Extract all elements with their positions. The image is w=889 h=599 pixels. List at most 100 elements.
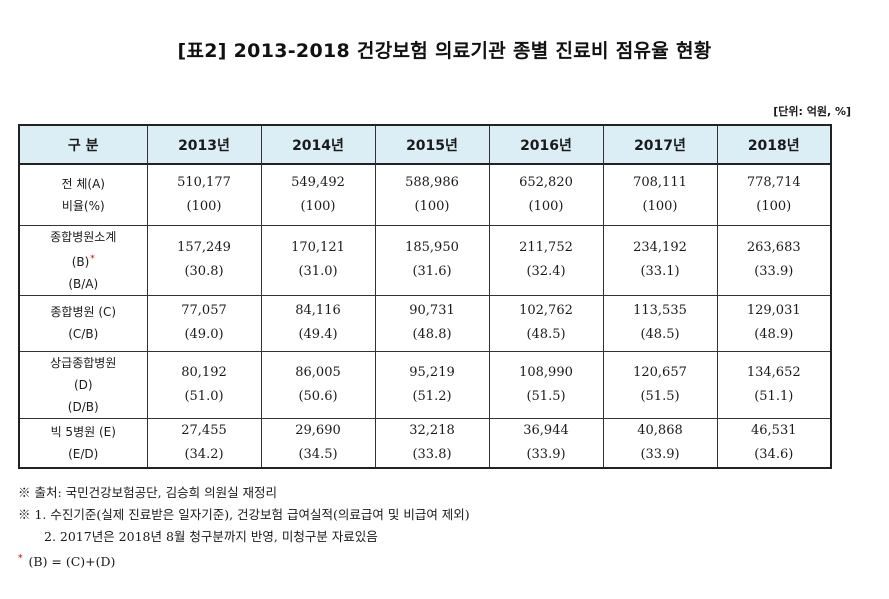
- data-cell: 185,950 (31.6): [374, 224, 490, 296]
- data-cell: 108,990 (51.5): [488, 350, 604, 419]
- cell-value: 36,944: [523, 422, 569, 438]
- cell-value: 84,116: [295, 303, 341, 318]
- cell-ratio: (48.5): [640, 327, 680, 342]
- data-cell: 170,121 (31.0): [260, 224, 376, 296]
- cell-value: 129,031: [746, 303, 801, 318]
- cell-ratio: (49.4): [298, 327, 338, 342]
- row-label-line: 종합병원 (C): [50, 305, 117, 319]
- row-label: 종합병원소계 (B)* (B/A): [18, 224, 148, 296]
- table-row: 종합병원 (C) (C/B) 77,057 (49.0) 84,116 (49.4) 90,…: [18, 294, 832, 352]
- data-cell: 29,690 (34.5): [260, 417, 376, 468]
- cell-value: 108,990: [519, 364, 573, 380]
- cell-ratio: (34.5): [298, 446, 338, 462]
- row-label-line: (D): [73, 377, 93, 392]
- cell-value: 708,111: [633, 174, 687, 190]
- data-cell: 234,192 (33.1): [602, 224, 718, 296]
- table-row: 빅 5병원 (E) (E/D) 27,455 (34.2) 29,690 (34.5) 32…: [18, 417, 832, 468]
- header-year: 2013년: [146, 124, 262, 165]
- row-label-line: (C/B): [68, 327, 99, 341]
- cell-value: 29,690: [295, 422, 341, 438]
- cell-value: 90,731: [409, 303, 455, 318]
- data-cell: 77,057 (49.0): [146, 294, 262, 352]
- cell-ratio: (100): [300, 198, 336, 214]
- cell-ratio: (33.9): [526, 446, 566, 462]
- cell-value: 170,121: [291, 240, 345, 255]
- table-title: [표2] 2013-2018 건강보험 의료기관 종별 진료비 점유율 현황: [177, 40, 712, 62]
- row-label-line: 상급종합병원: [50, 355, 117, 370]
- cell-value: 588,986: [405, 174, 459, 190]
- cell-ratio: (48.8): [412, 327, 452, 342]
- cell-value: 234,192: [633, 240, 687, 255]
- cell-value: 77,057: [181, 303, 227, 318]
- cell-ratio: (34.6): [754, 446, 794, 462]
- cell-value: 27,455: [181, 422, 227, 438]
- header-year: 2016년: [488, 124, 604, 165]
- row-label-line: (D/B): [67, 399, 99, 414]
- data-cell: 588,986 (100): [374, 163, 490, 226]
- source-note: ※ 출처: 국민건강보험공단, 김승희 의원실 재정리: [18, 485, 278, 500]
- data-cell: 120,657 (51.5): [602, 350, 718, 419]
- cell-value: 32,218: [409, 422, 455, 438]
- data-cell: 129,031 (48.9): [716, 294, 832, 352]
- cell-ratio: (31.0): [298, 264, 338, 279]
- share-table: 구 분 2013년 2014년 2015년 2016년 2017년 2018년 전 체(A)…: [18, 124, 832, 469]
- cell-value: 510,177: [177, 174, 231, 190]
- data-cell: 102,762 (48.5): [488, 294, 604, 352]
- cell-value: 120,657: [633, 364, 687, 380]
- unit-label: [단위: 억원, %]: [773, 105, 851, 118]
- data-cell: 708,111 (100): [602, 163, 718, 226]
- cell-ratio: (51.5): [640, 388, 680, 404]
- row-label: 상급종합병원 (D) (D/B): [18, 350, 148, 419]
- cell-ratio: (32.4): [526, 264, 566, 279]
- header-year: 2018년: [716, 124, 832, 165]
- header-year: 2015년: [374, 124, 490, 165]
- cell-value: 652,820: [519, 174, 573, 190]
- cell-ratio: (48.5): [526, 327, 566, 342]
- cell-ratio: (33.9): [754, 264, 794, 279]
- cell-ratio: (49.0): [184, 327, 224, 342]
- data-cell: 510,177 (100): [146, 163, 262, 226]
- data-cell: 46,531 (34.6): [716, 417, 832, 468]
- cell-value: 185,950: [405, 240, 459, 255]
- data-cell: 36,944 (33.9): [488, 417, 604, 468]
- row-label-line: (E/D): [68, 446, 99, 461]
- data-cell: 80,192 (51.0): [146, 350, 262, 419]
- data-cell: 27,455 (34.2): [146, 417, 262, 468]
- table-row: 종합병원소계 (B)* (B/A) 157,249 (30.8) 170,121 (31.0…: [18, 224, 832, 296]
- data-cell: 211,752 (32.4): [488, 224, 604, 296]
- data-cell: 778,714 (100): [716, 163, 832, 226]
- header-year: 2017년: [602, 124, 718, 165]
- cell-value: 80,192: [181, 364, 227, 380]
- footnote-mark: *: [18, 554, 23, 564]
- cell-ratio: (30.8): [184, 264, 224, 279]
- cell-ratio: (33.9): [640, 446, 680, 462]
- cell-ratio: (51.5): [526, 388, 566, 404]
- cell-ratio: (100): [642, 198, 678, 214]
- cell-ratio: (51.2): [412, 388, 452, 404]
- row-label: 전 체(A) 비율(%): [18, 163, 148, 226]
- header-year: 2014년: [260, 124, 376, 165]
- cell-ratio: (100): [528, 198, 564, 214]
- data-cell: 549,492 (100): [260, 163, 376, 226]
- cell-value: 263,683: [746, 240, 801, 255]
- data-cell: 84,116 (49.4): [260, 294, 376, 352]
- row-label-line: 빅 5병원 (E): [50, 424, 116, 439]
- footnote-marker: *: [90, 253, 95, 264]
- note-1: ※ 1. 수진기준(실제 진료받은 일자기준), 건강보험 급여실적(의료급여 …: [18, 507, 470, 522]
- row-label-line: (B/A): [68, 276, 99, 291]
- cell-ratio: (50.6): [298, 388, 338, 404]
- cell-ratio: (48.9): [754, 327, 794, 342]
- cell-ratio: (100): [414, 198, 450, 214]
- table-row: 전 체(A) 비율(%) 510,177 (100) 549,492 (100) 588,9…: [18, 163, 832, 226]
- cell-ratio: (31.6): [412, 264, 452, 279]
- cell-value: 157,249: [177, 240, 231, 255]
- data-cell: 90,731 (48.8): [374, 294, 490, 352]
- data-cell: 134,652 (51.1): [716, 350, 832, 419]
- cell-value: 134,652: [746, 364, 801, 380]
- cell-ratio: (100): [186, 198, 222, 214]
- data-cell: 113,535 (48.5): [602, 294, 718, 352]
- cell-ratio: (34.2): [184, 446, 224, 462]
- row-label-line: 비율(%): [61, 198, 105, 213]
- row-label: 빅 5병원 (E) (E/D): [18, 417, 148, 468]
- table-row: 상급종합병원 (D) (D/B) 80,192 (51.0) 86,005 (50.6) 95…: [18, 350, 832, 419]
